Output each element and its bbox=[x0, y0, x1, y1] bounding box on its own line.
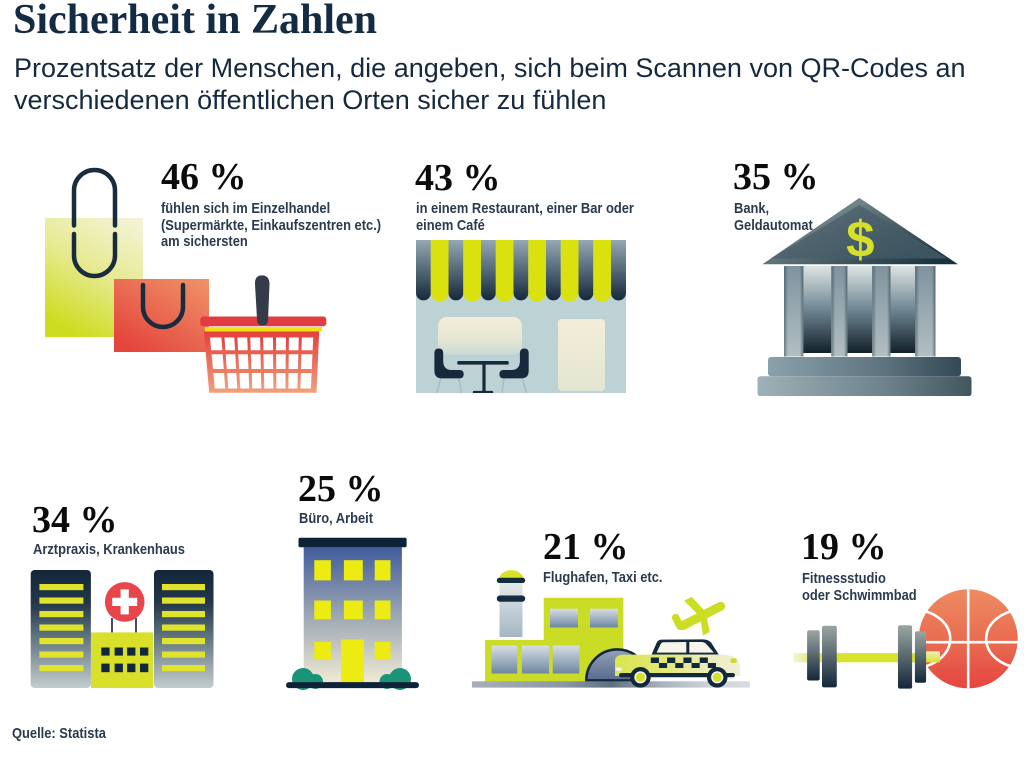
svg-text:$: $ bbox=[846, 211, 874, 268]
